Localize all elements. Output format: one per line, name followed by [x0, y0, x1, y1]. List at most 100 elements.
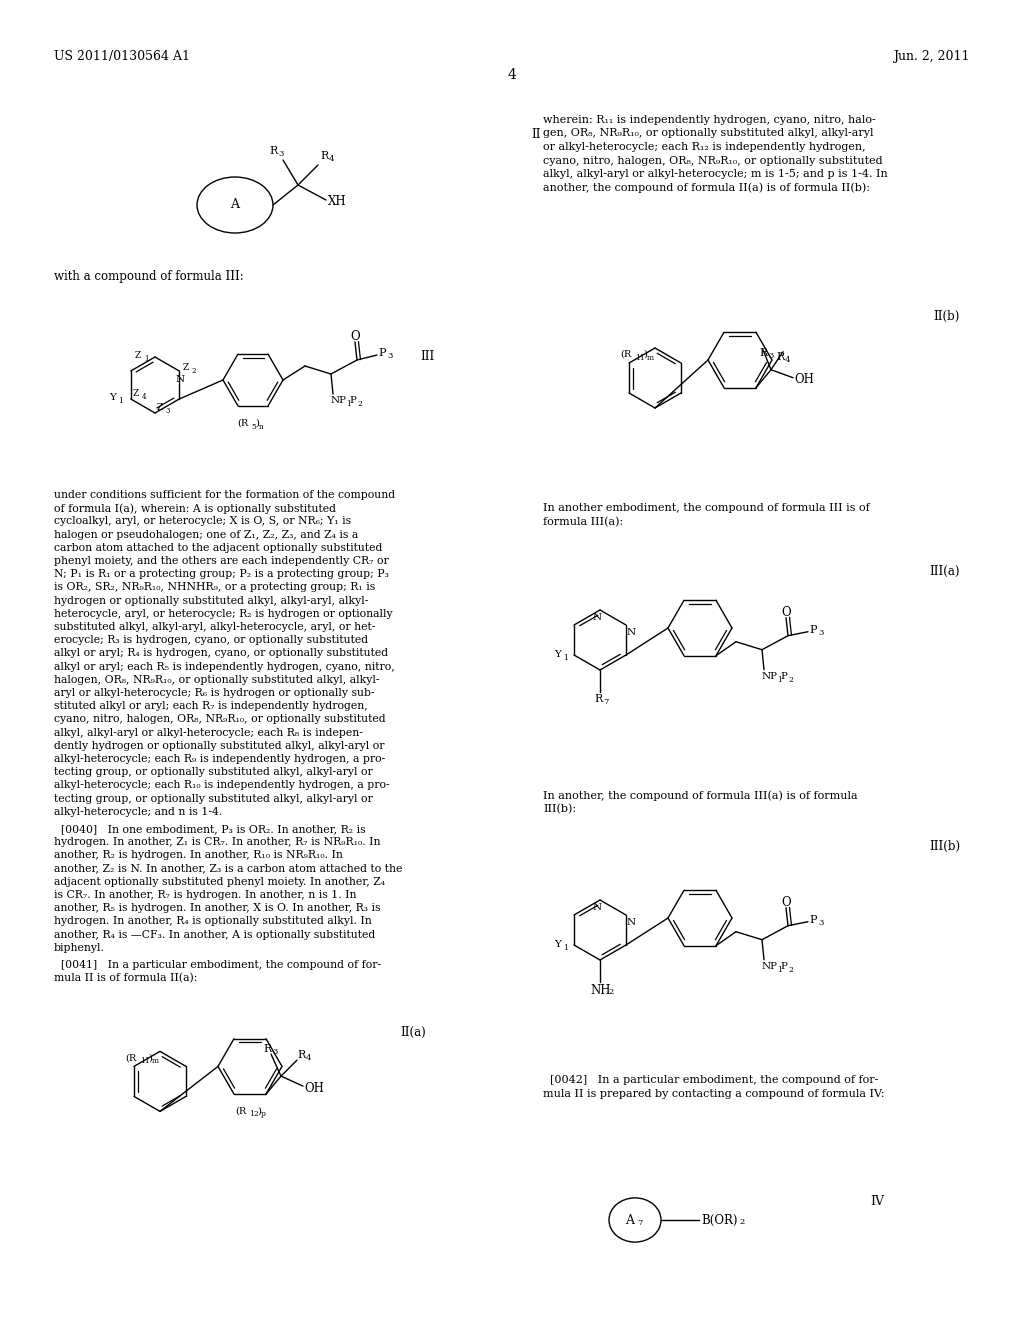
- Text: biphenyl.: biphenyl.: [54, 942, 104, 953]
- Text: (R: (R: [234, 1106, 246, 1115]
- Text: 2: 2: [739, 1218, 744, 1226]
- Text: 1: 1: [777, 676, 782, 684]
- Text: Z: Z: [133, 389, 139, 399]
- Text: alkyl, alkyl-aryl or alkyl-heterocycle; m is 1-5; and p is 1-4. In: alkyl, alkyl-aryl or alkyl-heterocycle; …: [543, 169, 888, 180]
- Text: is OR₂, SR₂, NR₉R₁₀, NHNHR₉, or a protecting group; R₁ is: is OR₂, SR₂, NR₉R₁₀, NHNHR₉, or a protec…: [54, 582, 375, 593]
- Text: erocycle; R₃ is hydrogen, cyano, or optionally substituted: erocycle; R₃ is hydrogen, cyano, or opti…: [54, 635, 368, 645]
- Text: NP: NP: [331, 396, 347, 405]
- Text: ): ): [643, 350, 647, 359]
- Text: alkyl-heterocycle; and n is 1-4.: alkyl-heterocycle; and n is 1-4.: [54, 807, 222, 817]
- Text: Y: Y: [554, 940, 561, 949]
- Text: 3: 3: [387, 352, 392, 360]
- Text: OH: OH: [304, 1082, 324, 1096]
- Text: 3: 3: [768, 351, 773, 360]
- Text: alkyl-heterocycle; each R₁₀ is independently hydrogen, a pro-: alkyl-heterocycle; each R₁₀ is independe…: [54, 780, 389, 791]
- Text: NP: NP: [762, 962, 778, 970]
- Text: 2: 2: [788, 676, 793, 684]
- Text: substituted alkyl, alkyl-aryl, alkyl-heterocycle, aryl, or het-: substituted alkyl, alkyl-aryl, alkyl-het…: [54, 622, 376, 632]
- Text: N: N: [175, 375, 184, 384]
- Text: another, the compound of formula II(a) is of formula II(b):: another, the compound of formula II(a) i…: [543, 182, 870, 193]
- Text: 1: 1: [563, 944, 568, 952]
- Text: adjacent optionally substituted phenyl moiety. In another, Z₄: adjacent optionally substituted phenyl m…: [54, 876, 385, 887]
- Text: Z: Z: [182, 363, 188, 372]
- Text: R: R: [759, 347, 767, 358]
- Text: R: R: [319, 150, 329, 161]
- Text: dently hydrogen or optionally substituted alkyl, alkyl-aryl or: dently hydrogen or optionally substitute…: [54, 741, 384, 751]
- Text: 2: 2: [357, 400, 361, 408]
- Text: II: II: [531, 128, 541, 141]
- Text: another, R₅ is hydrogen. In another, X is O. In another, R₃ is: another, R₅ is hydrogen. In another, X i…: [54, 903, 381, 913]
- Text: III(b): III(b): [929, 840, 961, 853]
- Text: R: R: [269, 147, 278, 156]
- Text: [0040]   In one embodiment, P₃ is OR₂. In another, R₂ is: [0040] In one embodiment, P₃ is OR₂. In …: [54, 824, 366, 834]
- Text: In another embodiment, the compound of formula III is of: In another embodiment, the compound of f…: [543, 503, 869, 513]
- Text: ): ): [257, 1106, 261, 1115]
- Text: alkyl-heterocycle; each R₉ is independently hydrogen, a pro-: alkyl-heterocycle; each R₉ is independen…: [54, 754, 385, 764]
- Text: Z: Z: [157, 403, 163, 412]
- Text: 1: 1: [346, 400, 351, 408]
- Text: formula III(a):: formula III(a):: [543, 517, 624, 527]
- Text: p: p: [261, 1110, 266, 1118]
- Text: 11: 11: [635, 354, 645, 362]
- Text: 2: 2: [608, 987, 613, 997]
- Text: tecting group, or optionally substituted alkyl, alkyl-aryl or: tecting group, or optionally substituted…: [54, 793, 373, 804]
- Text: hydrogen or optionally substituted alkyl, alkyl-aryl, alkyl-: hydrogen or optionally substituted alkyl…: [54, 595, 369, 606]
- Text: another, R₂ is hydrogen. In another, R₁₀ is NR₉R₁₀. In: another, R₂ is hydrogen. In another, R₁₀…: [54, 850, 343, 861]
- Text: ): ): [255, 418, 259, 428]
- Text: R: R: [594, 694, 602, 704]
- Text: II(a): II(a): [400, 1027, 426, 1039]
- Text: OH: OH: [794, 372, 814, 385]
- Text: or alkyl-heterocycle; each R₁₂ is independently hydrogen,: or alkyl-heterocycle; each R₁₂ is indepe…: [543, 143, 865, 152]
- Text: 3: 3: [818, 628, 823, 636]
- Text: In another, the compound of formula III(a) is of formula: In another, the compound of formula III(…: [543, 789, 858, 800]
- Text: alkyl, alkyl-aryl or alkyl-heterocycle; each R₈ is indepen-: alkyl, alkyl-aryl or alkyl-heterocycle; …: [54, 727, 362, 738]
- Text: XH: XH: [328, 195, 347, 209]
- Text: P: P: [809, 915, 816, 925]
- Text: cyano, nitro, halogen, OR₈, NR₉R₁₀, or optionally substituted: cyano, nitro, halogen, OR₈, NR₉R₁₀, or o…: [54, 714, 386, 725]
- Text: mula II is prepared by contacting a compound of formula IV:: mula II is prepared by contacting a comp…: [543, 1089, 885, 1100]
- Text: B(OR): B(OR): [701, 1214, 737, 1228]
- Text: (R: (R: [237, 418, 248, 428]
- Text: US 2011/0130564 A1: US 2011/0130564 A1: [54, 50, 190, 63]
- Text: 4: 4: [329, 154, 335, 162]
- Text: 1: 1: [777, 966, 782, 974]
- Text: R: R: [297, 1051, 305, 1060]
- Text: [0042]   In a particular embodiment, the compound of for-: [0042] In a particular embodiment, the c…: [543, 1074, 879, 1085]
- Text: A: A: [626, 1213, 635, 1226]
- Text: Z: Z: [135, 351, 141, 360]
- Text: R: R: [776, 351, 784, 362]
- Text: another, Z₂ is N. In another, Z₃ is a carbon atom attached to the: another, Z₂ is N. In another, Z₃ is a ca…: [54, 863, 402, 874]
- Text: O: O: [781, 606, 791, 619]
- Text: O: O: [350, 330, 359, 343]
- Text: cycloalkyl, aryl, or heterocycle; X is O, S, or NR₆; Y₁ is: cycloalkyl, aryl, or heterocycle; X is O…: [54, 516, 351, 527]
- Text: 4: 4: [141, 393, 146, 401]
- Text: 11: 11: [140, 1057, 150, 1065]
- Text: N; P₁ is R₁ or a protecting group; P₂ is a protecting group; P₃: N; P₁ is R₁ or a protecting group; P₂ is…: [54, 569, 389, 579]
- Text: hydrogen. In another, R₄ is optionally substituted alkyl. In: hydrogen. In another, R₄ is optionally s…: [54, 916, 372, 927]
- Text: gen, OR₈, NR₉R₁₀, or optionally substituted alkyl, alkyl-aryl: gen, OR₈, NR₉R₁₀, or optionally substitu…: [543, 128, 873, 139]
- Text: is CR₇. In another, R₇ is hydrogen. In another, n is 1. In: is CR₇. In another, R₇ is hydrogen. In a…: [54, 890, 356, 900]
- Text: 1: 1: [118, 397, 123, 405]
- Text: phenyl moiety, and the others are each independently CR₇ or: phenyl moiety, and the others are each i…: [54, 556, 389, 566]
- Text: N: N: [593, 903, 602, 912]
- Text: 7: 7: [603, 698, 608, 706]
- Text: 1: 1: [144, 355, 148, 363]
- Text: III: III: [420, 350, 434, 363]
- Text: cyano, nitro, halogen, OR₈, NR₉R₁₀, or optionally substituted: cyano, nitro, halogen, OR₈, NR₉R₁₀, or o…: [543, 156, 883, 165]
- Text: with a compound of formula III:: with a compound of formula III:: [54, 271, 244, 282]
- Text: Y: Y: [554, 649, 561, 659]
- Text: 2: 2: [191, 367, 196, 375]
- Text: N: N: [627, 917, 636, 927]
- Text: 3: 3: [818, 919, 823, 927]
- Text: IV: IV: [870, 1195, 884, 1208]
- Text: 4: 4: [785, 355, 791, 364]
- Text: 4: 4: [306, 1055, 311, 1063]
- Text: hydrogen. In another, Z₁ is CR₇. In another, R₇ is NR₉R₁₀. In: hydrogen. In another, Z₁ is CR₇. In anot…: [54, 837, 381, 847]
- Text: alkyl or aryl; R₄ is hydrogen, cyano, or optionally substituted: alkyl or aryl; R₄ is hydrogen, cyano, or…: [54, 648, 388, 659]
- Text: n: n: [259, 422, 264, 432]
- Text: II(b): II(b): [934, 310, 961, 323]
- Text: (R: (R: [620, 350, 631, 359]
- Text: heterocycle, aryl, or heterocycle; R₂ is hydrogen or optionally: heterocycle, aryl, or heterocycle; R₂ is…: [54, 609, 392, 619]
- Text: P: P: [349, 396, 356, 405]
- Text: NP: NP: [762, 672, 778, 681]
